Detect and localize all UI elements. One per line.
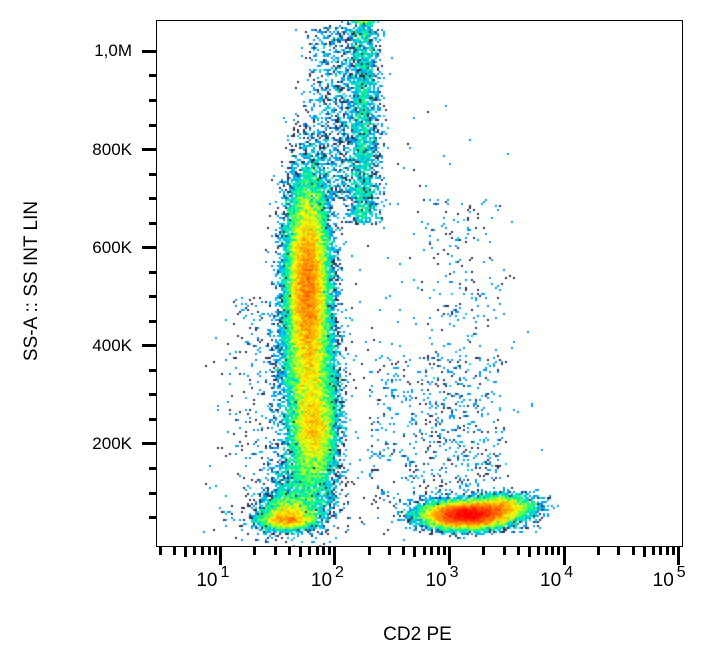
tick-exponent: 5 [676, 564, 686, 581]
y-major-tick [142, 344, 156, 348]
y-major-tick [142, 442, 156, 446]
x-minor-tick [642, 547, 646, 557]
x-minor-tick [287, 547, 291, 555]
density-plot-area [157, 21, 682, 546]
x-major-tick [333, 547, 337, 565]
tick-base: 10 [652, 570, 674, 591]
x-tick-label: 10 4 [540, 564, 573, 592]
y-minor-tick [149, 270, 156, 274]
x-tick-label: 10 2 [310, 564, 344, 592]
y-minor-tick [149, 516, 156, 520]
x-minor-tick [436, 547, 440, 555]
y-axis-title: SS-A :: SS INT LIN [21, 200, 42, 362]
tick-exponent: 3 [449, 564, 459, 581]
y-minor-tick [149, 417, 156, 421]
x-minor-tick [442, 547, 446, 555]
tick-base: 10 [540, 570, 562, 591]
x-minor-tick [173, 547, 177, 555]
x-minor-tick [213, 547, 217, 555]
x-minor-tick [651, 547, 655, 555]
x-major-tick [218, 547, 222, 565]
x-minor-tick [207, 547, 211, 555]
x-minor-tick [201, 547, 205, 555]
tick-exponent: 2 [335, 564, 344, 581]
x-minor-tick [597, 547, 601, 555]
x-minor-tick [528, 547, 532, 557]
y-minor-tick [149, 123, 156, 127]
x-tick-label: 10 1 [196, 564, 229, 592]
tick-exponent: 4 [564, 564, 574, 581]
x-minor-tick [659, 547, 663, 555]
x-minor-tick [537, 547, 541, 555]
x-minor-tick [273, 547, 277, 555]
x-minor-tick [307, 547, 311, 555]
x-minor-tick [388, 547, 392, 555]
y-minor-tick [149, 466, 156, 470]
y-major-tick [142, 246, 156, 250]
tick-base: 10 [196, 570, 218, 591]
y-tick-label: 400K [92, 335, 132, 355]
y-minor-tick [149, 368, 156, 372]
x-minor-tick [557, 547, 561, 555]
x-minor-tick [551, 547, 555, 555]
tick-exponent: 1 [220, 564, 230, 581]
y-tick-label: 800K [92, 139, 132, 159]
y-major-tick [142, 49, 156, 53]
x-minor-tick [322, 547, 326, 555]
x-minor-tick [502, 547, 506, 555]
x-minor-tick [430, 547, 434, 555]
x-major-tick [447, 547, 451, 565]
tick-base: 10 [425, 570, 447, 591]
x-minor-tick [671, 547, 675, 555]
x-major-tick [677, 547, 681, 565]
tick-base: 10 [310, 570, 333, 591]
x-minor-tick [516, 547, 520, 555]
y-minor-tick [149, 491, 156, 495]
x-axis-title: CD2 PE [383, 624, 452, 645]
x-minor-tick [422, 547, 426, 555]
x-minor-tick [402, 547, 406, 555]
x-minor-tick [631, 547, 635, 555]
x-minor-tick [315, 547, 319, 555]
x-minor-tick [413, 547, 417, 557]
x-minor-tick [298, 547, 302, 557]
y-minor-tick [149, 393, 156, 397]
y-minor-tick [149, 74, 156, 78]
y-minor-tick [149, 98, 156, 102]
y-tick-label: 600K [92, 237, 132, 257]
x-minor-tick [158, 547, 162, 555]
x-tick-label: 10 3 [425, 564, 458, 592]
y-minor-tick [149, 221, 156, 225]
x-minor-tick [544, 547, 548, 555]
x-major-tick [562, 547, 566, 565]
y-major-tick [142, 148, 156, 152]
x-minor-tick [184, 547, 188, 557]
y-minor-tick [149, 172, 156, 176]
y-tick-label: 1,0M [94, 41, 132, 61]
y-minor-tick [149, 295, 156, 299]
x-tick-label: 10 5 [652, 564, 686, 592]
x-minor-tick [328, 547, 332, 555]
y-minor-tick [149, 319, 156, 323]
x-minor-tick [482, 547, 486, 555]
x-minor-tick [193, 547, 197, 555]
x-minor-tick [367, 547, 371, 555]
y-tick-label: 200K [92, 433, 132, 453]
x-minor-tick [617, 547, 621, 555]
x-minor-tick [666, 547, 670, 555]
plot-frame [156, 20, 683, 547]
y-minor-tick [149, 197, 156, 201]
x-minor-tick [253, 547, 257, 555]
